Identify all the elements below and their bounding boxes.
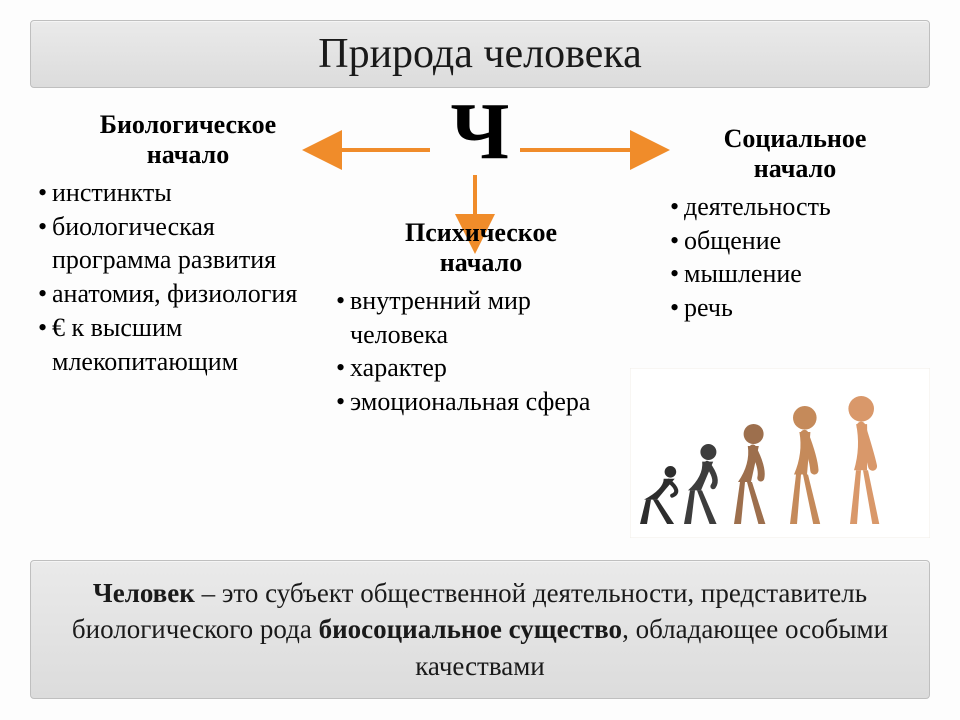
social-heading: Социальное начало bbox=[670, 124, 920, 184]
list-item: деятельность bbox=[670, 190, 920, 224]
biological-list: инстинктыбиологическая программа развити… bbox=[38, 176, 338, 379]
social-section: Социальное начало деятельностьобщениемыш… bbox=[670, 124, 920, 325]
evolution-image bbox=[630, 368, 930, 538]
heading-line: начало bbox=[147, 140, 229, 169]
biological-section: Биологическое начало инстинктыбиологичес… bbox=[38, 110, 338, 379]
heading-line: Социальное bbox=[724, 124, 867, 153]
page-title: Природа человека bbox=[318, 30, 641, 78]
list-item: € к высшим млекопитающим bbox=[38, 311, 338, 379]
heading-line: начало bbox=[440, 248, 522, 277]
list-item: внутренний мир человека bbox=[336, 284, 626, 352]
def-bold-subject: Человек bbox=[93, 578, 195, 608]
psychological-heading: Психическое начало bbox=[336, 218, 626, 278]
definition-text: Человек – это субъект общественной деяте… bbox=[53, 575, 907, 684]
center-letter: Ч bbox=[451, 92, 510, 172]
psychological-list: внутренний мир человекахарактерэмоционал… bbox=[336, 284, 626, 419]
definition-bar: Человек – это субъект общественной деяте… bbox=[30, 560, 930, 699]
list-item: эмоциональная сфера bbox=[336, 385, 626, 419]
list-item: мышление bbox=[670, 257, 920, 291]
list-item: инстинкты bbox=[38, 176, 338, 210]
list-item: общение bbox=[670, 224, 920, 258]
list-item: характер bbox=[336, 351, 626, 385]
def-bold-term: биосоциальное существо bbox=[319, 614, 623, 644]
social-list: деятельностьобщениемышление речь bbox=[670, 190, 920, 325]
biological-heading: Биологическое начало bbox=[38, 110, 338, 170]
heading-line: начало bbox=[754, 154, 836, 183]
list-item: речь bbox=[670, 291, 920, 325]
list-item: анатомия, физиология bbox=[38, 277, 338, 311]
list-item: биологическая программа развития bbox=[38, 210, 338, 278]
title-bar: Природа человека bbox=[30, 20, 930, 88]
heading-line: Психическое bbox=[405, 218, 557, 247]
psychological-section: Психическое начало внутренний мир челове… bbox=[336, 218, 626, 419]
heading-line: Биологическое bbox=[100, 110, 276, 139]
